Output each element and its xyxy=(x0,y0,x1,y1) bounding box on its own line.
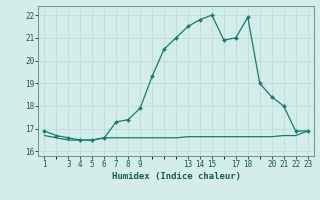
X-axis label: Humidex (Indice chaleur): Humidex (Indice chaleur) xyxy=(111,172,241,181)
